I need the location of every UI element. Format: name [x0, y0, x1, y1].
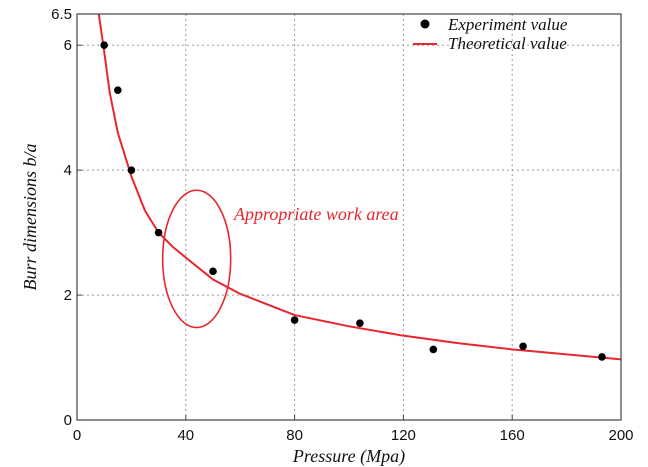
y-tick-label-3: 6: [64, 37, 72, 54]
experiment-point-1: [114, 86, 122, 95]
x-tick-label-0: 0: [73, 427, 81, 444]
annotation-label: Appropriate work area: [233, 204, 399, 224]
x-tick-label-1: 40: [177, 427, 194, 444]
experiment-point-0: [100, 41, 108, 50]
legend-line-label: Theoretical value: [448, 34, 567, 53]
x-tick-label-4: 160: [500, 427, 525, 444]
x-tick-label-2: 80: [286, 427, 303, 444]
y-tick-label-2: 4: [64, 162, 72, 179]
annotation-layer: [161, 189, 232, 329]
y-axis-title: Burr dimensions b/a: [20, 143, 40, 290]
experiment-point-9: [598, 353, 606, 361]
curve-layer: [97, 14, 621, 361]
experiment-point-8: [519, 342, 527, 351]
experiment-point-4: [209, 267, 217, 276]
experiment-point-3: [154, 228, 163, 237]
plot-frame: [76, 13, 622, 421]
x-tick-label-5: 200: [608, 427, 633, 444]
experiment-point-6: [356, 319, 364, 327]
tick-layer: 0 40 80 120 160 200 0 2 4 6 6.5: [51, 6, 633, 444]
experiment-point-7: [429, 345, 438, 354]
y-tick-label-0: 0: [64, 412, 72, 429]
x-axis-title: Pressure (Mpa): [292, 446, 405, 467]
x-tick-label-3: 120: [391, 427, 416, 444]
plot-background: [77, 14, 621, 420]
y-tick-label-4: 6.5: [51, 6, 72, 23]
legend-point-marker: [420, 19, 430, 29]
theoretical-curve: [97, 14, 621, 361]
legend: Experiment value Theoretical value: [413, 15, 568, 53]
y-tick-label-1: 2: [64, 287, 72, 304]
legend-point-label: Experiment value: [447, 15, 568, 34]
experiment-point-5: [290, 316, 299, 324]
experiment-point-2: [127, 166, 136, 174]
work-area-ellipse: [161, 189, 232, 329]
points-layer: [100, 41, 606, 361]
